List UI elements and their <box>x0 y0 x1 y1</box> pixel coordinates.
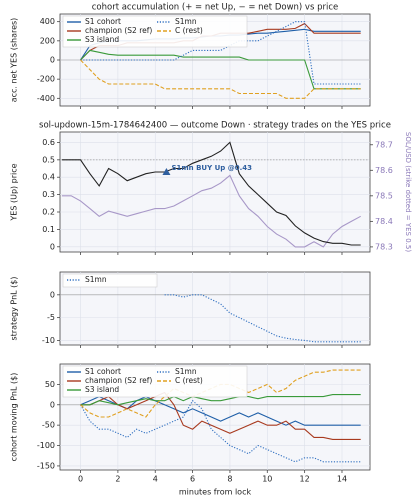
y-tick-label: -10 <box>42 336 55 345</box>
y-tick-label: -100 <box>37 441 55 450</box>
x-tick-label: 14 <box>337 475 347 484</box>
legend-box <box>62 15 248 48</box>
y-tick-label: 200 <box>40 36 55 45</box>
x-tick-label: 0 <box>78 475 83 484</box>
y-tick-label: 50 <box>45 380 55 389</box>
y2-tick-label: 78.3 <box>375 242 393 251</box>
x-tick-label: 8 <box>227 475 232 484</box>
plot-area <box>59 131 371 253</box>
y-tick-label: 0 <box>50 400 55 409</box>
x-tick-label: 10 <box>262 475 272 484</box>
y2-tick-label: 78.6 <box>375 166 393 175</box>
y2-tick-label: 78.5 <box>375 191 393 200</box>
legend-label: S1mn <box>85 275 107 284</box>
y-axis-label: cohort moving PnL ($) <box>10 373 19 462</box>
legend-box <box>62 273 158 288</box>
x-axis-label: minutes from lock <box>179 488 252 497</box>
y-axis-label: YES (Up) price <box>10 163 19 221</box>
legend-label: S1mn <box>175 17 197 26</box>
y-tick-label: -200 <box>37 75 55 84</box>
trade-marker <box>162 168 171 175</box>
chart-title: sol-updown-15m-1784642400 — outcome Down… <box>39 121 391 131</box>
y-axis-label: strategy PnL ($) <box>10 277 19 341</box>
y-tick-label: 0.5 <box>42 155 55 164</box>
legend-label: C (rest) <box>175 376 203 385</box>
legend-label: C (rest) <box>175 26 203 35</box>
y-axis-label: acc. net YES (shares) <box>10 18 19 103</box>
x-tick-label: 2 <box>115 475 120 484</box>
legend-label: S1 cohort <box>85 17 121 26</box>
legend: S1mn <box>62 273 158 288</box>
y2-axis-label: SOL/USD (strike dotted = YES 0.5) <box>404 132 412 252</box>
trade-label: S1mn BUY Up @0.43 <box>171 164 252 172</box>
series-line <box>80 394 361 406</box>
y2-tick-label: 78.4 <box>375 217 393 226</box>
legend-label: champion (S2 ref) <box>85 26 152 35</box>
series-line <box>80 49 361 90</box>
legend-label: S1mn <box>175 367 197 376</box>
legend-box <box>62 365 248 398</box>
y-tick-label: 0.3 <box>42 190 55 199</box>
x-tick-label: 4 <box>153 475 158 484</box>
legend-label: S3 island <box>85 35 119 44</box>
y-tick-label: -150 <box>37 461 55 470</box>
y-tick-label: 0.1 <box>42 225 55 234</box>
legend-label: S1 cohort <box>85 367 121 376</box>
legend-label: S3 island <box>85 385 119 394</box>
y-tick-label: -50 <box>42 421 55 430</box>
y-tick-label: 0 <box>50 242 55 251</box>
chart-title: cohort accumulation (+ = net Up, − = net… <box>92 3 339 13</box>
y-tick-label: -400 <box>37 94 55 103</box>
x-tick-label: 6 <box>190 475 195 484</box>
legend-label: champion (S2 ref) <box>85 376 152 385</box>
y-tick-label: 0 <box>50 56 55 65</box>
y-tick-label: 0.6 <box>42 138 55 147</box>
y-tick-label: 400 <box>40 17 55 26</box>
series-line <box>80 391 361 440</box>
series-line <box>80 59 361 99</box>
y2-tick-label: 78.7 <box>375 140 393 149</box>
y-tick-label: 0.4 <box>42 173 55 182</box>
series-line <box>61 174 361 248</box>
y-tick-label: 0.2 <box>42 208 55 217</box>
series-line <box>61 141 361 246</box>
x-tick-label: 12 <box>300 475 310 484</box>
y-tick-label: 0 <box>50 290 55 299</box>
y-tick-label: -5 <box>47 313 55 322</box>
